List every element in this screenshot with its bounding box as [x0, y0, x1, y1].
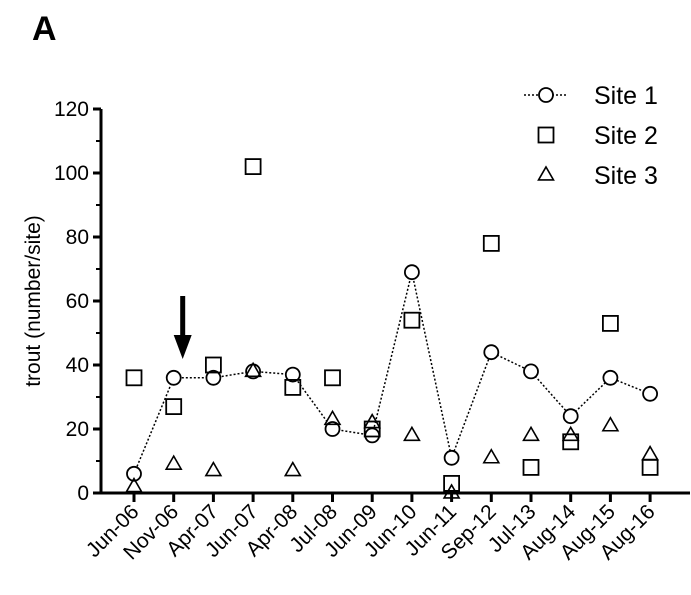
series-1-point: [523, 363, 539, 380]
series-3-point: [164, 454, 183, 470]
series-3-point: [204, 460, 223, 477]
series-2-point: [284, 378, 302, 396]
series-3-point: [601, 416, 620, 432]
y-tick-label: 120: [54, 98, 89, 121]
legend-label: Site 3: [594, 162, 658, 190]
legend: Site 1 Site 2 Site 3: [524, 82, 658, 190]
series-2-point: [641, 458, 659, 476]
series-3-point: [482, 448, 501, 464]
series-2-point: [403, 311, 421, 329]
series-2-point: [562, 433, 580, 451]
series-2-point: [324, 369, 341, 387]
y-tick-label: 80: [66, 226, 89, 249]
series-1-point: [443, 449, 460, 466]
legend-item-series-3: Site 3: [537, 162, 658, 190]
series-3-point: [283, 460, 302, 477]
series-2-point: [443, 474, 461, 492]
series-1-point: [284, 366, 301, 383]
series-2: [125, 158, 659, 492]
legend-item-series-1: Site 1: [524, 82, 658, 110]
legend-label: Site 1: [594, 82, 658, 110]
legend-label: Site 2: [594, 122, 658, 150]
series-3-point: [125, 476, 143, 493]
legend-item-series-2: Site 2: [537, 122, 658, 150]
series-1-point: [642, 385, 658, 402]
series-3-point: [363, 412, 382, 429]
series-3-point: [522, 425, 540, 442]
series-1-point: [562, 408, 579, 425]
series-3-point: [323, 409, 342, 426]
series-layer: [125, 158, 659, 499]
panel-label: A: [32, 10, 57, 48]
series-2-point: [602, 314, 619, 332]
series-3-point: [561, 425, 580, 442]
x-axis-ticks: Jun-06Nov-06Apr-07Jun-07Apr-08Jul-08Jun-…: [82, 493, 660, 564]
y-tick-label: 0: [77, 482, 89, 505]
series-2-point: [363, 420, 381, 438]
legend-marker-triangle: [537, 165, 555, 181]
series-1-point: [483, 344, 500, 361]
series-1-point: [324, 421, 341, 437]
series-3-point: [641, 444, 659, 461]
legend-marker-circle: [538, 87, 554, 103]
series-3-point: [403, 425, 421, 442]
y-tick-label: 100: [54, 162, 89, 185]
y-tick-label: 60: [66, 290, 89, 313]
series-1-point: [165, 369, 182, 386]
y-tick-label: 20: [66, 418, 89, 441]
y-axis-title: trout (number/site): [22, 215, 45, 387]
series-1-point: [364, 427, 381, 444]
series-3: [125, 361, 659, 499]
series-3-point: [244, 361, 262, 378]
series-2-point: [482, 234, 500, 252]
series-2-point: [165, 398, 183, 416]
series-1-point: [126, 465, 142, 482]
series-1-point: [403, 264, 420, 281]
series-2-point: [125, 369, 143, 387]
arrow-head: [173, 335, 192, 359]
y-tick-label: 40: [66, 354, 89, 377]
series-2-point: [522, 458, 540, 476]
series-3-point: [442, 483, 461, 499]
annotation-layer: [173, 296, 192, 359]
series-2-point: [204, 356, 222, 374]
y-axis-ticks: 0 20 40 60 80 100 120: [54, 98, 101, 505]
series-2-point: [244, 158, 262, 176]
series-1: [126, 264, 658, 482]
legend-marker-square: [537, 126, 555, 144]
series-1-point: [602, 369, 619, 386]
series-1-point: [205, 369, 222, 386]
